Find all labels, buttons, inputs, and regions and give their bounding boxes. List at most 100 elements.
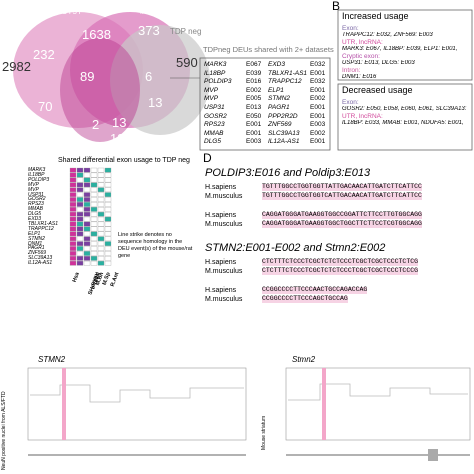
heat-cell (76, 221, 84, 227)
heat-cell (104, 231, 112, 237)
text: TGTTTGGCCTGGTGGTCATTGACAACATTGATCTTCATTC… (262, 192, 422, 200)
heat-cell (104, 216, 112, 222)
heat-cell (104, 256, 112, 261)
heat-cell (76, 236, 84, 242)
text: TRAPPC12: E032, ZNF569: E003 (342, 32, 433, 38)
heat-cell (97, 241, 105, 246)
heat-cell (76, 192, 84, 197)
text: RPS23 (28, 201, 44, 208)
heat-cell (69, 221, 77, 227)
heat-cell (83, 260, 91, 266)
text: Stmn2 (292, 355, 316, 364)
text: ZNF569 (28, 250, 47, 257)
heat-cell (104, 207, 112, 212)
text: 2 (92, 117, 100, 132)
heat-cell (97, 197, 105, 202)
heat-cell (76, 241, 84, 246)
text: Exon: (342, 25, 359, 32)
text: IL18BP (204, 69, 226, 77)
text: UTR, lncRNA: (342, 113, 383, 120)
text: B (332, 0, 341, 13)
text: Increased usage (342, 11, 409, 21)
highlight (62, 368, 66, 440)
text: Shared differential exon usage to TDP ne… (58, 157, 190, 164)
heat-cell (76, 207, 84, 212)
text: POLDIP3 (28, 176, 50, 183)
heat-cell (104, 226, 112, 232)
text: E039 (246, 69, 262, 77)
heat-cell (83, 211, 91, 217)
heat-cell (104, 211, 112, 217)
heat-cell (90, 236, 98, 242)
heat-cell (97, 177, 105, 183)
text: M.musculus (205, 268, 243, 275)
heat-cell (83, 182, 91, 188)
heat-cell (97, 187, 105, 193)
venn-core (60, 38, 140, 142)
heat-cell (76, 226, 84, 232)
text: CTCTTTCTCCCTCGCTCTCTCCCTCGCTCGCTCCCTCCCG (262, 267, 419, 275)
text: M.musculus (205, 221, 243, 228)
text: STMN2 (28, 235, 45, 242)
heat-cell (104, 260, 112, 266)
text: MARK3 (204, 61, 227, 68)
text: TDP neg (170, 27, 202, 36)
text: M.musculus (205, 296, 243, 303)
text: PAGR1 (28, 245, 45, 252)
text: CCGGCCCCTTCCCAACTGCCAGACCAG (262, 286, 368, 294)
text: IL12A-AS1 (268, 138, 300, 146)
heat-cell (97, 221, 105, 227)
heat-cell (69, 260, 77, 266)
heat-cell (69, 197, 77, 202)
text: SLC39A13 (268, 129, 300, 137)
heat-cell (76, 172, 84, 178)
heat-cell (76, 197, 84, 202)
text: 13 (148, 95, 163, 110)
text: E002 (310, 129, 326, 137)
heat-cell (97, 182, 105, 188)
heat-cell (83, 241, 91, 246)
heat-cell (104, 192, 112, 197)
heatmap (69, 167, 112, 266)
decreased-box (337, 83, 473, 151)
heat-cell (76, 187, 84, 193)
text: RPS23 (204, 121, 225, 129)
text: MVP (204, 86, 219, 94)
text: TRAPPC12 (268, 78, 302, 86)
heat-cell (90, 207, 98, 212)
heat-cell (76, 251, 84, 256)
text: TDPneg DEUs shared with 2+ datasets (203, 45, 334, 54)
text: MVP (28, 186, 39, 193)
heat-cell (90, 167, 98, 173)
heat-cell (69, 251, 77, 256)
heat-cell (76, 167, 84, 173)
heat-cell (76, 202, 84, 207)
text: USP31 (28, 191, 44, 198)
heat-cell (97, 236, 105, 242)
heat-cell (90, 192, 98, 197)
heat-cell (69, 216, 77, 222)
text: ELP1 (268, 86, 284, 94)
text: USP31 (204, 104, 225, 111)
heat-cell (90, 260, 98, 266)
heat-cell (97, 207, 105, 212)
text: STMN2 (268, 95, 291, 103)
track-box (27, 367, 247, 441)
text: IL12A-AS1 (28, 260, 53, 267)
text: TGTTTGGCCTGGTGGTTATTGACAACATTGATCTTCATTC… (262, 183, 422, 191)
text: H.sapiens (205, 212, 237, 219)
heat-cell (104, 167, 112, 173)
heat-cell (83, 231, 91, 237)
text: D (203, 151, 212, 165)
heat-cell (97, 216, 105, 222)
heat-cell (83, 236, 91, 242)
text: Mouse striatum (261, 415, 267, 450)
text: H.sapiens (205, 184, 237, 191)
text: NeuN positive nuclei from ALS/FTD (1, 391, 7, 470)
text: POLDIP3 (204, 78, 232, 86)
heat-cell (69, 207, 77, 212)
text: UTR, lncRNA: (342, 39, 383, 46)
heat-cell (83, 192, 91, 197)
heat-cell (69, 211, 77, 217)
